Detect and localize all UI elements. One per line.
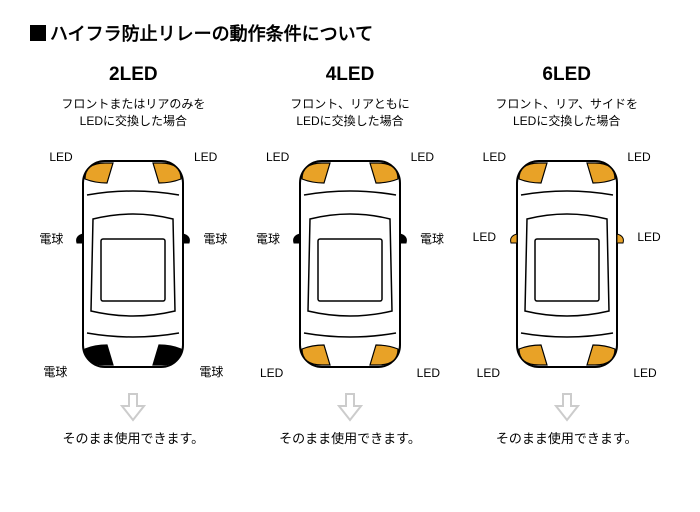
column-subtext: フロント、リアともに LEDに交換した場合	[247, 96, 454, 130]
column-subtext: フロントまたはリアのみを LEDに交換した場合	[30, 96, 237, 130]
label-mid-right: LED	[637, 230, 660, 244]
label-mid-right: 電球	[203, 230, 227, 247]
column-footer: そのまま使用できます。	[247, 428, 454, 447]
down-arrow-icon	[554, 392, 580, 422]
label-front-left: LED	[483, 150, 506, 164]
column: 6LED フロント、リア、サイドを LEDに交換した場合 LED LED	[463, 64, 670, 447]
column-heading: 2LED	[30, 64, 237, 86]
title-text: ハイフラ防止リレーの動作条件について	[50, 20, 373, 46]
title-bullet-icon	[30, 25, 46, 41]
subtext-line: LEDに交換した場合	[80, 114, 187, 128]
label-front-left: LED	[49, 150, 72, 164]
car-icon	[502, 149, 632, 379]
label-rear-left: LED	[477, 366, 500, 380]
car-diagram: LED LED 電球 電球 LED LED	[260, 144, 440, 384]
label-rear-left: LED	[260, 366, 283, 380]
down-arrow-icon	[337, 392, 363, 422]
label-rear-right: LED	[633, 366, 656, 380]
label-front-right: LED	[194, 150, 217, 164]
car-diagram: LED LED 電球 電球 電球 電球	[43, 144, 223, 384]
label-mid-left: 電球	[39, 230, 63, 247]
label-rear-right: LED	[417, 366, 440, 380]
column: 2LED フロントまたはリアのみを LEDに交換した場合 LED LED	[30, 64, 237, 447]
column-heading: 4LED	[247, 64, 454, 86]
column-footer: そのまま使用できます。	[30, 428, 237, 447]
label-rear-right: 電球	[199, 363, 223, 380]
subtext-line: LEDに交換した場合	[296, 114, 403, 128]
label-mid-left: 電球	[256, 230, 280, 247]
page-title: ハイフラ防止リレーの動作条件について	[30, 20, 670, 46]
label-mid-right: 電球	[420, 230, 444, 247]
column: 4LED フロント、リアともに LEDに交換した場合 LED LED	[247, 64, 454, 447]
car-icon	[68, 149, 198, 379]
label-front-left: LED	[266, 150, 289, 164]
car-diagram: LED LED LED LED LED LED	[477, 144, 657, 384]
subtext-line: フロント、リアともに	[290, 97, 410, 111]
car-icon	[285, 149, 415, 379]
column-subtext: フロント、リア、サイドを LEDに交換した場合	[463, 96, 670, 130]
columns-container: 2LED フロントまたはリアのみを LEDに交換した場合 LED LED	[30, 64, 670, 447]
subtext-line: LEDに交換した場合	[513, 114, 620, 128]
label-front-right: LED	[411, 150, 434, 164]
subtext-line: フロント、リア、サイドを	[495, 97, 638, 111]
column-footer: そのまま使用できます。	[463, 428, 670, 447]
label-rear-left: 電球	[43, 363, 67, 380]
column-heading: 6LED	[463, 64, 670, 86]
subtext-line: フロントまたはリアのみを	[61, 97, 205, 111]
label-front-right: LED	[627, 150, 650, 164]
label-mid-left: LED	[473, 230, 496, 244]
down-arrow-icon	[120, 392, 146, 422]
